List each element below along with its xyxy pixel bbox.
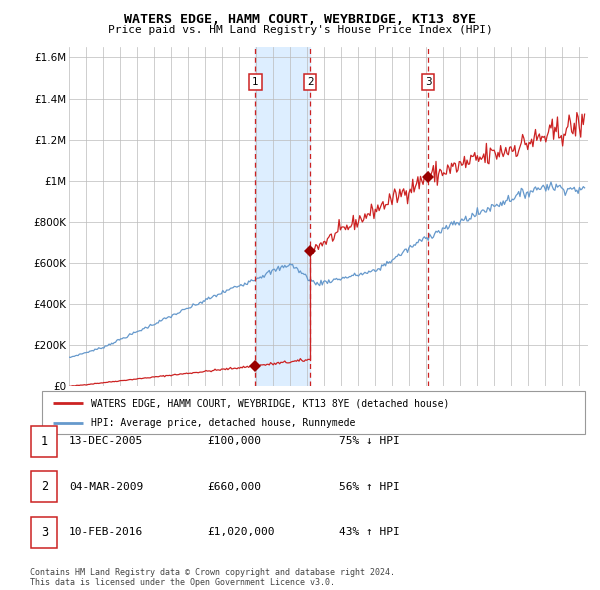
Text: 10-FEB-2016: 10-FEB-2016 bbox=[69, 527, 143, 537]
Text: 13-DEC-2005: 13-DEC-2005 bbox=[69, 437, 143, 446]
FancyBboxPatch shape bbox=[42, 391, 585, 434]
Text: WATERS EDGE, HAMM COURT, WEYBRIDGE, KT13 8YE: WATERS EDGE, HAMM COURT, WEYBRIDGE, KT13… bbox=[124, 13, 476, 26]
Text: 56% ↑ HPI: 56% ↑ HPI bbox=[339, 482, 400, 491]
Text: 04-MAR-2009: 04-MAR-2009 bbox=[69, 482, 143, 491]
Text: 1: 1 bbox=[252, 77, 259, 87]
FancyBboxPatch shape bbox=[31, 471, 58, 502]
Text: 2: 2 bbox=[307, 77, 313, 87]
Text: 3: 3 bbox=[425, 77, 431, 87]
FancyBboxPatch shape bbox=[31, 517, 58, 548]
Text: Contains HM Land Registry data © Crown copyright and database right 2024.
This d: Contains HM Land Registry data © Crown c… bbox=[30, 568, 395, 587]
Text: £1,020,000: £1,020,000 bbox=[207, 527, 275, 537]
Bar bbox=[256, 47, 310, 386]
Text: 2: 2 bbox=[41, 480, 48, 493]
Text: 75% ↓ HPI: 75% ↓ HPI bbox=[339, 437, 400, 446]
Text: WATERS EDGE, HAMM COURT, WEYBRIDGE, KT13 8YE (detached house): WATERS EDGE, HAMM COURT, WEYBRIDGE, KT13… bbox=[91, 398, 449, 408]
Text: £100,000: £100,000 bbox=[207, 437, 261, 446]
Text: 43% ↑ HPI: 43% ↑ HPI bbox=[339, 527, 400, 537]
Text: 1: 1 bbox=[41, 435, 48, 448]
FancyBboxPatch shape bbox=[31, 426, 58, 457]
Text: £660,000: £660,000 bbox=[207, 482, 261, 491]
Text: HPI: Average price, detached house, Runnymede: HPI: Average price, detached house, Runn… bbox=[91, 418, 355, 428]
Text: Price paid vs. HM Land Registry's House Price Index (HPI): Price paid vs. HM Land Registry's House … bbox=[107, 25, 493, 35]
Text: 3: 3 bbox=[41, 526, 48, 539]
